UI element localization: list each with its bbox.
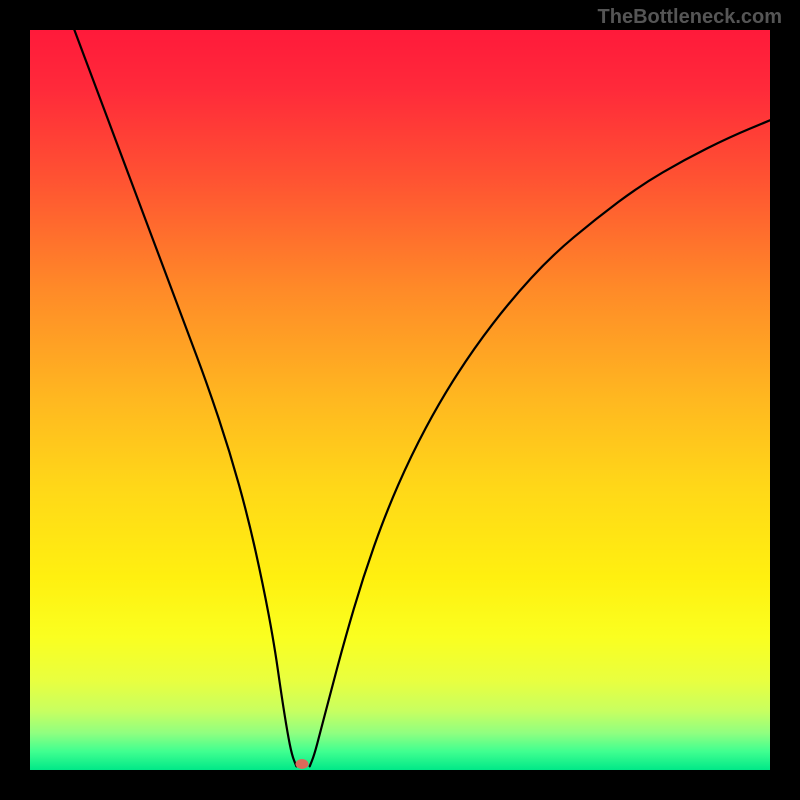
- chart-marker-dot: [295, 759, 308, 769]
- chart-curve: [30, 30, 770, 770]
- watermark-text: TheBottleneck.com: [598, 6, 782, 29]
- chart-plot-area: [30, 30, 770, 770]
